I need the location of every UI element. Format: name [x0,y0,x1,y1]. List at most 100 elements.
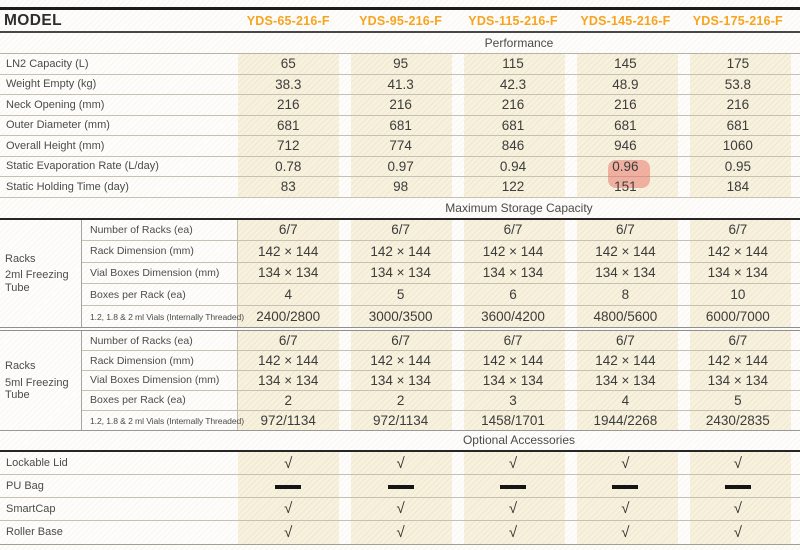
value-cell: 6/7 [616,333,635,349]
row-label: Number of Racks (ea) [82,219,238,241]
check-icon: √ [508,500,518,518]
group-label-line2: 2ml Freezing Tube [5,269,69,294]
value-cell: 134 × 134 [707,265,769,281]
value-cell: 134 × 134 [257,372,319,388]
value-cell: 142 × 144 [595,353,656,369]
value-cell: 0.94 [499,158,527,174]
row-label: Weight Empty (kg) [6,78,97,91]
column-stripes [238,54,800,198]
group-label-line1: Racks [5,360,36,372]
model-name-1: YDS-65-216-F [246,13,330,28]
value-cell: 1458/1701 [481,413,545,429]
value-cell: 6/7 [728,333,748,349]
value-cell: 6/7 [391,222,410,238]
table-row: Outer Diameter (mm) 681 681 681 681 681 [0,116,800,136]
storage-group-5ml: Racks 5ml Freezing Tube Number of Racks … [0,330,800,432]
highlighted-value: 0.96 [612,158,639,174]
value-cell: 712 [276,138,300,154]
dash-icon [238,479,350,494]
row-label: 1.2, 1.8 & 2 ml Vials (Internally Thread… [82,410,244,431]
table-row: Rack Dimension (mm) 142 × 144 142 × 144 … [82,241,800,263]
column-stripes [238,331,800,431]
row-label: Overall Height (mm) [6,139,105,152]
value-cell: 42.3 [499,76,527,92]
value-cell: 134 × 134 [370,265,431,281]
row-label: Static Evaporation Rate (L/day) [6,160,159,173]
model-header-row: MODEL YDS-65-216-F YDS-95-216-F YDS-115-… [0,10,800,33]
row-label: Lockable Lid [6,457,68,470]
model-heading: MODEL [4,11,62,29]
row-label: SmartCap [6,502,56,515]
value-cell: 1060 [722,138,753,154]
check-icon: √ [621,523,630,541]
row-label: Roller Base [6,526,63,539]
value-cell: 6/7 [278,222,298,238]
value-cell: 2 [396,392,405,408]
value-cell: 946 [614,138,637,154]
group-label-line1: Racks [5,252,36,265]
row-label: PU Bag [6,480,44,493]
table-row: Lockable Lid √ √ √ √ √ [0,452,800,476]
value-cell: 142 × 144 [707,243,769,259]
table-row: Weight Empty (kg) 38.3 41.3 42.3 48.9 53… [0,75,800,95]
value-cell: 142 × 144 [370,243,431,259]
check-icon: √ [396,523,405,541]
value-cell: 0.95 [724,158,751,174]
value-cell: 65 [280,56,296,72]
value-cell: 3 [509,392,517,408]
value-cell: 6/7 [503,333,523,349]
storage-group-2ml: Racks 2ml Freezing Tube Number of Racks … [0,217,800,329]
value-cell: 134 × 134 [257,265,319,281]
value-cell: 681 [389,117,412,133]
value-cell: 2430/2835 [705,413,770,429]
dash-icon [350,479,462,494]
value-cell: 134 × 134 [370,372,431,388]
column-stripes [238,452,800,544]
value-cell: 38.3 [275,76,302,92]
top-rule [0,7,800,10]
value-cell: 0.78 [275,158,302,174]
value-cell: 6/7 [503,222,523,238]
performance-table: LN2 Capacity (L) 65 95 115 145 175 Weigh… [0,53,800,198]
check-icon: √ [508,523,518,541]
value-cell: 0.97 [387,158,414,174]
value-cell: 134 × 134 [595,372,656,388]
row-label: Neck Opening (mm) [6,98,105,111]
value-cell: 142 × 144 [482,243,544,259]
value-cell: 216 [726,97,750,113]
table-row: SmartCap √ √ √ √ √ [0,498,800,521]
value-cell: 216 [276,97,300,113]
row-label: Vial Boxes Dimension (mm) [82,262,238,284]
value-cell: 2400/2800 [256,309,321,325]
value-cell: 134 × 134 [595,265,656,281]
value-cell: 142 × 144 [257,243,319,259]
row-label: LN2 Capacity (L) [6,57,89,70]
value-cell: 142 × 144 [707,353,769,369]
value-cell: 5 [734,392,742,408]
value-cell: 142 × 144 [595,243,656,259]
value-cell: 134 × 134 [707,372,769,388]
section-title-performance: Performance [484,36,554,50]
model-name-5: YDS-175-216-F [692,13,783,28]
table-row: Number of Racks (ea) 6/7 6/7 6/7 6/7 6/7 [82,219,800,242]
dash-icon [688,479,800,494]
table-row: Vial Boxes Dimension (mm) 134 × 134 134 … [82,371,800,391]
highlighted-value-cell[interactable]: 0.96 [575,158,687,188]
value-cell: 3000/3500 [368,309,433,325]
model-name-2: YDS-95-216-F [359,13,443,28]
highlight-box [608,159,651,188]
section-title-accessories: Optional Accessories [462,433,576,448]
table-row: LN2 Capacity (L) 65 95 115 145 175 [0,54,800,75]
table-row: 1.2, 1.8 & 2 ml Vials (Internally Thread… [82,410,800,431]
table-row: Number of Racks (ea) 6/7 6/7 6/7 6/7 6/7 [82,331,800,352]
table-row: Boxes per Rack (ea) 4 5 6 8 10 [82,284,800,306]
model-name-3: YDS-115-216-F [468,13,558,28]
value-cell: 3600/4200 [481,309,545,325]
table-row: Roller Base √ √ √ √ √ [0,521,800,544]
value-cell: 774 [389,138,412,154]
value-cell: 1944/2268 [593,413,658,429]
value-cell: 2 [284,392,292,408]
table-row: Static Holding Time (day) 83 98 122 151 … [0,177,800,198]
value-cell: 115 [502,56,524,72]
row-label: Boxes per Rack (ea) [82,284,238,305]
